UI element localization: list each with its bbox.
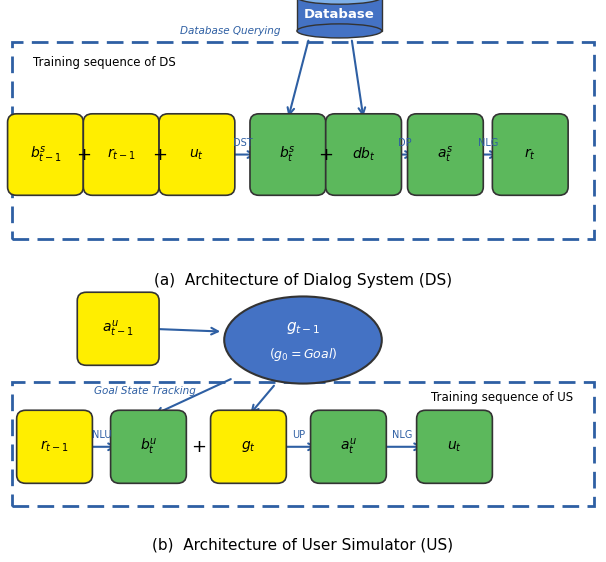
FancyBboxPatch shape [159, 114, 235, 196]
Text: +: + [152, 146, 167, 164]
FancyBboxPatch shape [17, 410, 92, 483]
Text: $(g_0 = \mathit{Goal})$: $(g_0 = \mathit{Goal})$ [269, 346, 337, 362]
Text: $a^u_t$: $a^u_t$ [340, 437, 357, 457]
FancyBboxPatch shape [250, 114, 326, 196]
Bar [297, 0, 382, 31]
FancyBboxPatch shape [7, 114, 84, 196]
Text: $r_{t-1}$: $r_{t-1}$ [107, 147, 136, 162]
Text: NLG: NLG [391, 430, 412, 440]
FancyBboxPatch shape [492, 114, 568, 196]
Text: Training sequence of DS: Training sequence of DS [33, 56, 176, 69]
Ellipse shape [297, 24, 382, 38]
Text: +: + [191, 438, 206, 456]
Text: $u_t$: $u_t$ [190, 147, 204, 162]
FancyBboxPatch shape [326, 114, 401, 196]
Text: Database: Database [304, 7, 375, 21]
Text: $b^u_t$: $b^u_t$ [139, 437, 158, 457]
FancyBboxPatch shape [417, 410, 492, 483]
Text: $r_t$: $r_t$ [524, 147, 536, 162]
Text: $a^s_t$: $a^s_t$ [438, 144, 453, 165]
Text: $b^s_{t-1}$: $b^s_{t-1}$ [30, 144, 61, 165]
Text: $r_{t-1}$: $r_{t-1}$ [40, 439, 69, 455]
FancyBboxPatch shape [78, 292, 159, 365]
Text: +: + [319, 146, 333, 164]
Text: DST: DST [233, 138, 252, 148]
Text: (a)  Architecture of Dialog System (DS): (a) Architecture of Dialog System (DS) [154, 274, 452, 288]
Text: Database Querying: Database Querying [180, 26, 281, 36]
Text: NLU: NLU [92, 430, 112, 440]
Text: UP: UP [292, 430, 305, 440]
Text: (b)  Architecture of User Simulator (US): (b) Architecture of User Simulator (US) [153, 538, 453, 552]
Text: $b^s_t$: $b^s_t$ [279, 144, 296, 165]
FancyBboxPatch shape [211, 410, 286, 483]
FancyBboxPatch shape [110, 410, 187, 483]
FancyBboxPatch shape [407, 114, 484, 196]
FancyBboxPatch shape [84, 114, 159, 196]
Text: DP: DP [398, 138, 411, 148]
Ellipse shape [297, 0, 382, 4]
Text: $db_t$: $db_t$ [351, 146, 376, 163]
FancyBboxPatch shape [310, 410, 387, 483]
Text: $u_t$: $u_t$ [447, 439, 462, 454]
Text: Goal State Tracking: Goal State Tracking [94, 386, 196, 396]
Text: $g_{t-1}$: $g_{t-1}$ [285, 320, 321, 336]
Text: +: + [76, 146, 91, 164]
Text: NLG: NLG [478, 138, 498, 148]
Ellipse shape [224, 297, 382, 384]
Text: $a^u_{t-1}$: $a^u_{t-1}$ [102, 319, 134, 339]
Text: $g_t$: $g_t$ [241, 439, 256, 454]
Text: Training sequence of US: Training sequence of US [430, 391, 573, 404]
